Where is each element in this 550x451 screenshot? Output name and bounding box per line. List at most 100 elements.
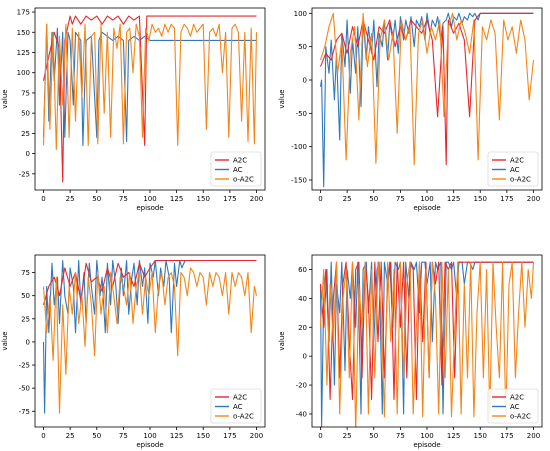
x-tick-label: 200 [250, 432, 263, 440]
x-tick-label: 175 [500, 195, 513, 203]
x-tick-label: 175 [223, 195, 236, 203]
plot-area [319, 12, 535, 188]
x-tick-label: 200 [527, 195, 540, 203]
x-tick-label: 100 [420, 195, 433, 203]
y-tick-label: 0 [303, 353, 307, 361]
x-tick-label: 175 [223, 432, 236, 440]
y-tick-label: -25 [19, 170, 30, 178]
x-tick-label: 175 [500, 432, 513, 440]
series-line-o-a2c [42, 23, 258, 151]
y-tick-label: 25 [21, 130, 30, 138]
series-line-ac [42, 23, 257, 147]
x-tick-label: 150 [474, 195, 487, 203]
y-tick-label: 50 [21, 110, 30, 118]
x-tick-label: 125 [170, 432, 183, 440]
x-tick-label: 75 [119, 432, 128, 440]
legend-label-ac: AC [233, 403, 243, 411]
series-line-a2c [42, 15, 257, 183]
legend-label-a2c: A2C [510, 394, 524, 402]
y-tick-label: 60 [298, 266, 307, 274]
y-tick-label: -50 [19, 385, 30, 393]
y-tick-label: 100 [294, 10, 307, 18]
x-tick-label: 125 [447, 432, 460, 440]
x-tick-label: 200 [527, 432, 540, 440]
x-tick-label: 100 [143, 432, 156, 440]
legend-label-o-a2c: o-A2C [510, 413, 531, 421]
y-tick-label: -150 [291, 177, 307, 185]
legend-label-a2c: A2C [510, 157, 524, 165]
x-tick-label: 0 [318, 432, 322, 440]
y-tick-label: -50 [296, 110, 307, 118]
series-line-a2c [42, 259, 257, 306]
x-tick-label: 75 [396, 432, 405, 440]
x-tick-label: 25 [66, 195, 75, 203]
legend-label-o-a2c: o-A2C [510, 176, 531, 184]
x-tick-label: 150 [197, 195, 210, 203]
series-line-o-a2c [42, 267, 258, 414]
x-tick-label: 150 [474, 432, 487, 440]
series-line-a2c [319, 261, 534, 401]
x-tick-label: 150 [197, 432, 210, 440]
x-tick-label: 0 [41, 195, 45, 203]
series-line-o-a2c [319, 261, 535, 427]
x-tick-label: 125 [447, 195, 460, 203]
y-tick-label: 50 [298, 43, 307, 51]
x-tick-label: 50 [92, 195, 101, 203]
y-tick-label: 75 [21, 89, 30, 97]
x-tick-label: 200 [250, 195, 263, 203]
chart-panel-1: 0 25 50 75 100 125 150 175 200 -25 0 25 50 75 100 125 15… [1, 7, 266, 212]
x-axis-label: episode [136, 204, 163, 212]
x-axis-label: episode [136, 441, 163, 449]
x-tick-label: 25 [66, 432, 75, 440]
y-tick-label: 50 [21, 292, 30, 300]
y-tick-label: 25 [21, 315, 30, 323]
legend-label-a2c: A2C [233, 394, 247, 402]
x-tick-label: 50 [369, 195, 378, 203]
series-line-a2c [319, 12, 534, 166]
chart-panel-3: 0 25 50 75 100 125 150 175 200 -75 -50 -25 0 25 50 75 ep… [1, 254, 266, 449]
y-tick-label: 0 [26, 338, 30, 346]
x-tick-label: 100 [420, 432, 433, 440]
y-tick-label: -20 [296, 382, 307, 390]
legend-label-a2c: A2C [233, 157, 247, 165]
x-tick-label: 0 [318, 195, 322, 203]
series-line-o-a2c [319, 12, 535, 166]
y-tick-label: 0 [303, 77, 307, 85]
y-tick-label: -40 [296, 410, 307, 418]
y-tick-label: 40 [298, 295, 307, 303]
y-tick-label: 20 [298, 324, 307, 332]
y-tick-label: 75 [21, 269, 30, 277]
y-axis-label: value [1, 331, 9, 350]
x-tick-label: 75 [396, 195, 405, 203]
legend-label-ac: AC [510, 403, 520, 411]
chart-panel-4: 0 25 50 75 100 125 150 175 200 -40 -20 0 20 40 60 episo… [278, 254, 543, 449]
y-axis-label: value [278, 331, 286, 350]
legend-label-o-a2c: o-A2C [233, 413, 254, 421]
y-axis-label: value [1, 89, 9, 108]
x-tick-label: 25 [343, 432, 352, 440]
x-tick-label: 50 [92, 432, 101, 440]
legend-label-ac: AC [510, 166, 520, 174]
x-tick-label: 0 [41, 432, 45, 440]
plot-area [42, 259, 258, 414]
y-tick-label: -25 [19, 362, 30, 370]
plot-area [319, 261, 535, 427]
y-tick-label: 175 [17, 9, 30, 17]
legend-label-o-a2c: o-A2C [233, 176, 254, 184]
series-line-ac [319, 12, 534, 188]
y-tick-label: -100 [291, 143, 307, 151]
chart-panel-2: 0 25 50 75 100 125 150 175 200-150-100-50050100e… [278, 7, 543, 212]
x-axis-label: episode [413, 441, 440, 449]
y-tick-label: 125 [17, 49, 30, 57]
y-axis-label: value [278, 89, 286, 108]
y-tick-label: 0 [26, 150, 30, 158]
x-tick-label: 25 [343, 195, 352, 203]
x-tick-label: 100 [143, 195, 156, 203]
x-tick-label: 50 [369, 432, 378, 440]
legend-label-ac: AC [233, 166, 243, 174]
